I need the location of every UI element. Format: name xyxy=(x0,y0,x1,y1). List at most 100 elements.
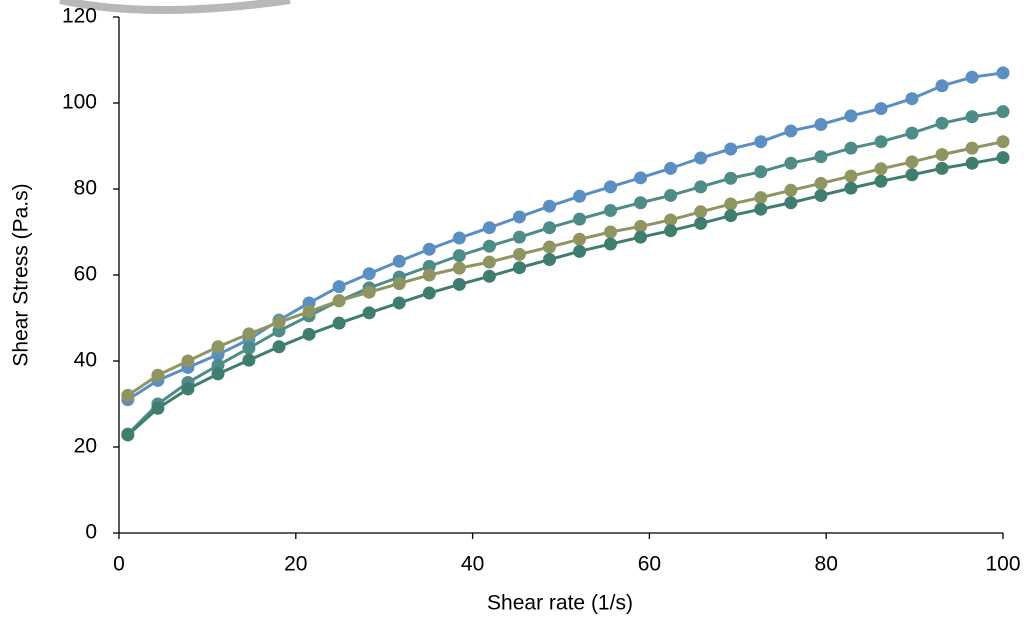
data-point xyxy=(935,79,949,93)
data-point xyxy=(935,116,949,130)
data-point xyxy=(302,305,316,319)
data-point xyxy=(965,156,979,170)
data-point xyxy=(965,70,979,84)
data-point xyxy=(754,165,768,179)
data-point xyxy=(452,261,466,275)
data-point xyxy=(694,205,708,219)
data-point xyxy=(996,66,1010,80)
data-point xyxy=(512,261,526,275)
data-point xyxy=(482,239,496,253)
data-point xyxy=(664,188,678,202)
data-point xyxy=(332,316,346,330)
data-point xyxy=(664,161,678,175)
y-axis-title: Shear Stress (Pa.s) xyxy=(10,183,33,366)
data-point xyxy=(874,174,888,188)
data-point xyxy=(573,212,587,226)
data-point xyxy=(694,180,708,194)
y-tick-label: 40 xyxy=(74,349,97,372)
data-point xyxy=(332,280,346,294)
data-point xyxy=(512,210,526,224)
photo-fragment xyxy=(59,0,291,14)
data-point xyxy=(543,253,557,267)
data-point xyxy=(784,124,798,138)
series-line xyxy=(127,140,1004,397)
data-point xyxy=(482,221,496,235)
data-point xyxy=(664,224,678,238)
data-point xyxy=(664,213,678,227)
x-tick-label: 0 xyxy=(113,553,125,576)
data-point xyxy=(573,232,587,246)
y-tick-label: 0 xyxy=(85,521,97,544)
data-point xyxy=(724,209,738,223)
data-point xyxy=(844,109,858,123)
data-point xyxy=(814,150,828,164)
x-tick-label: 40 xyxy=(461,553,484,576)
data-point xyxy=(272,315,286,329)
data-point xyxy=(362,267,376,281)
data-point xyxy=(272,340,286,354)
data-point xyxy=(512,247,526,261)
data-point xyxy=(332,294,346,308)
y-tick-label: 80 xyxy=(74,177,97,200)
data-point xyxy=(935,148,949,162)
data-point xyxy=(482,269,496,283)
data-point xyxy=(543,240,557,254)
data-point xyxy=(724,142,738,156)
data-point xyxy=(724,171,738,185)
data-point xyxy=(634,196,648,210)
data-point xyxy=(935,161,949,175)
data-point xyxy=(965,110,979,124)
series-line xyxy=(126,156,1004,437)
data-point xyxy=(422,242,436,256)
data-point xyxy=(362,306,376,320)
data-point xyxy=(784,156,798,170)
data-point xyxy=(302,327,316,341)
data-point xyxy=(905,126,919,140)
data-point xyxy=(784,183,798,197)
data-point xyxy=(422,268,436,282)
data-point xyxy=(724,197,738,211)
data-point xyxy=(694,151,708,165)
data-point xyxy=(754,202,768,216)
data-point xyxy=(694,216,708,230)
data-point xyxy=(604,225,618,239)
y-tick-label: 120 xyxy=(62,5,97,28)
data-point xyxy=(543,221,557,235)
x-tick-label: 60 xyxy=(638,553,661,576)
data-point xyxy=(784,196,798,210)
data-point xyxy=(905,92,919,106)
y-tick-label: 60 xyxy=(74,263,97,286)
series-line xyxy=(126,110,1004,436)
data-point xyxy=(452,231,466,245)
data-point xyxy=(844,169,858,183)
data-point xyxy=(151,368,165,382)
data-point xyxy=(874,162,888,176)
data-point xyxy=(814,188,828,202)
series-line xyxy=(127,71,1004,401)
data-point xyxy=(512,230,526,244)
data-point xyxy=(604,237,618,251)
data-point xyxy=(242,327,256,341)
data-point xyxy=(121,428,135,442)
data-point xyxy=(181,354,195,368)
data-point xyxy=(242,353,256,367)
data-point xyxy=(634,219,648,233)
data-point xyxy=(242,341,256,355)
data-point xyxy=(392,296,406,310)
data-point xyxy=(604,180,618,194)
data-point xyxy=(422,286,436,300)
y-tick-label: 20 xyxy=(74,435,97,458)
data-point xyxy=(151,401,165,415)
x-tick-label: 80 xyxy=(815,553,838,576)
data-point xyxy=(362,285,376,299)
data-point xyxy=(211,340,225,354)
data-point xyxy=(482,255,496,269)
data-point xyxy=(181,382,195,396)
data-point xyxy=(573,244,587,258)
data-point xyxy=(814,118,828,131)
data-point xyxy=(905,168,919,182)
data-point xyxy=(996,135,1010,149)
x-axis-title: Shear rate (1/s) xyxy=(487,592,633,615)
x-tick-label: 20 xyxy=(284,553,307,576)
